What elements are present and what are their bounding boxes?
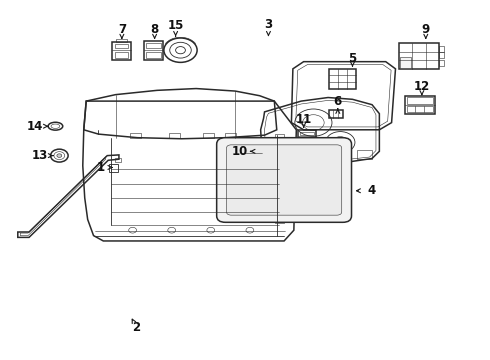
Circle shape (57, 154, 62, 157)
Text: 6: 6 (334, 95, 342, 108)
Bar (439, 60, 444, 66)
Text: 15: 15 (168, 19, 184, 32)
Bar (144, 41, 163, 60)
Bar (407, 106, 433, 112)
Bar (439, 52, 444, 58)
FancyBboxPatch shape (217, 138, 351, 222)
Bar (405, 96, 435, 114)
Bar (115, 44, 128, 48)
Bar (115, 158, 121, 162)
Bar (115, 52, 128, 58)
Bar (300, 138, 314, 142)
Bar (130, 134, 141, 138)
Text: 13: 13 (32, 149, 48, 162)
Bar (112, 42, 131, 60)
Text: 9: 9 (422, 23, 430, 36)
Bar (147, 51, 161, 58)
Bar (147, 43, 161, 48)
Bar (275, 218, 284, 223)
Bar (275, 161, 284, 166)
Text: 10: 10 (232, 145, 248, 158)
Bar (399, 43, 439, 69)
Text: 7: 7 (118, 23, 126, 36)
Text: 1: 1 (97, 161, 105, 174)
Bar (241, 143, 262, 164)
Bar (407, 97, 433, 104)
Text: 11: 11 (295, 113, 312, 126)
Bar (275, 204, 284, 209)
Bar (298, 130, 317, 144)
Bar (439, 46, 444, 51)
Bar (275, 175, 284, 180)
Text: 4: 4 (368, 184, 376, 197)
Bar (169, 134, 180, 138)
Text: 5: 5 (348, 51, 357, 64)
Text: 3: 3 (265, 18, 272, 31)
Bar (244, 145, 259, 152)
Bar (300, 132, 314, 135)
Bar (400, 57, 411, 68)
Bar (225, 134, 236, 138)
Bar (244, 155, 259, 162)
Bar (275, 189, 284, 194)
Bar (109, 164, 118, 172)
Bar (357, 150, 372, 159)
Bar (203, 134, 214, 138)
Text: 14: 14 (27, 120, 43, 133)
Bar (329, 111, 343, 118)
Text: 12: 12 (414, 80, 430, 93)
Bar (116, 40, 127, 42)
Bar (275, 146, 284, 151)
Bar (275, 134, 284, 139)
FancyBboxPatch shape (226, 145, 342, 215)
Text: 8: 8 (150, 23, 159, 36)
Bar (329, 69, 356, 89)
Text: 2: 2 (132, 321, 141, 334)
